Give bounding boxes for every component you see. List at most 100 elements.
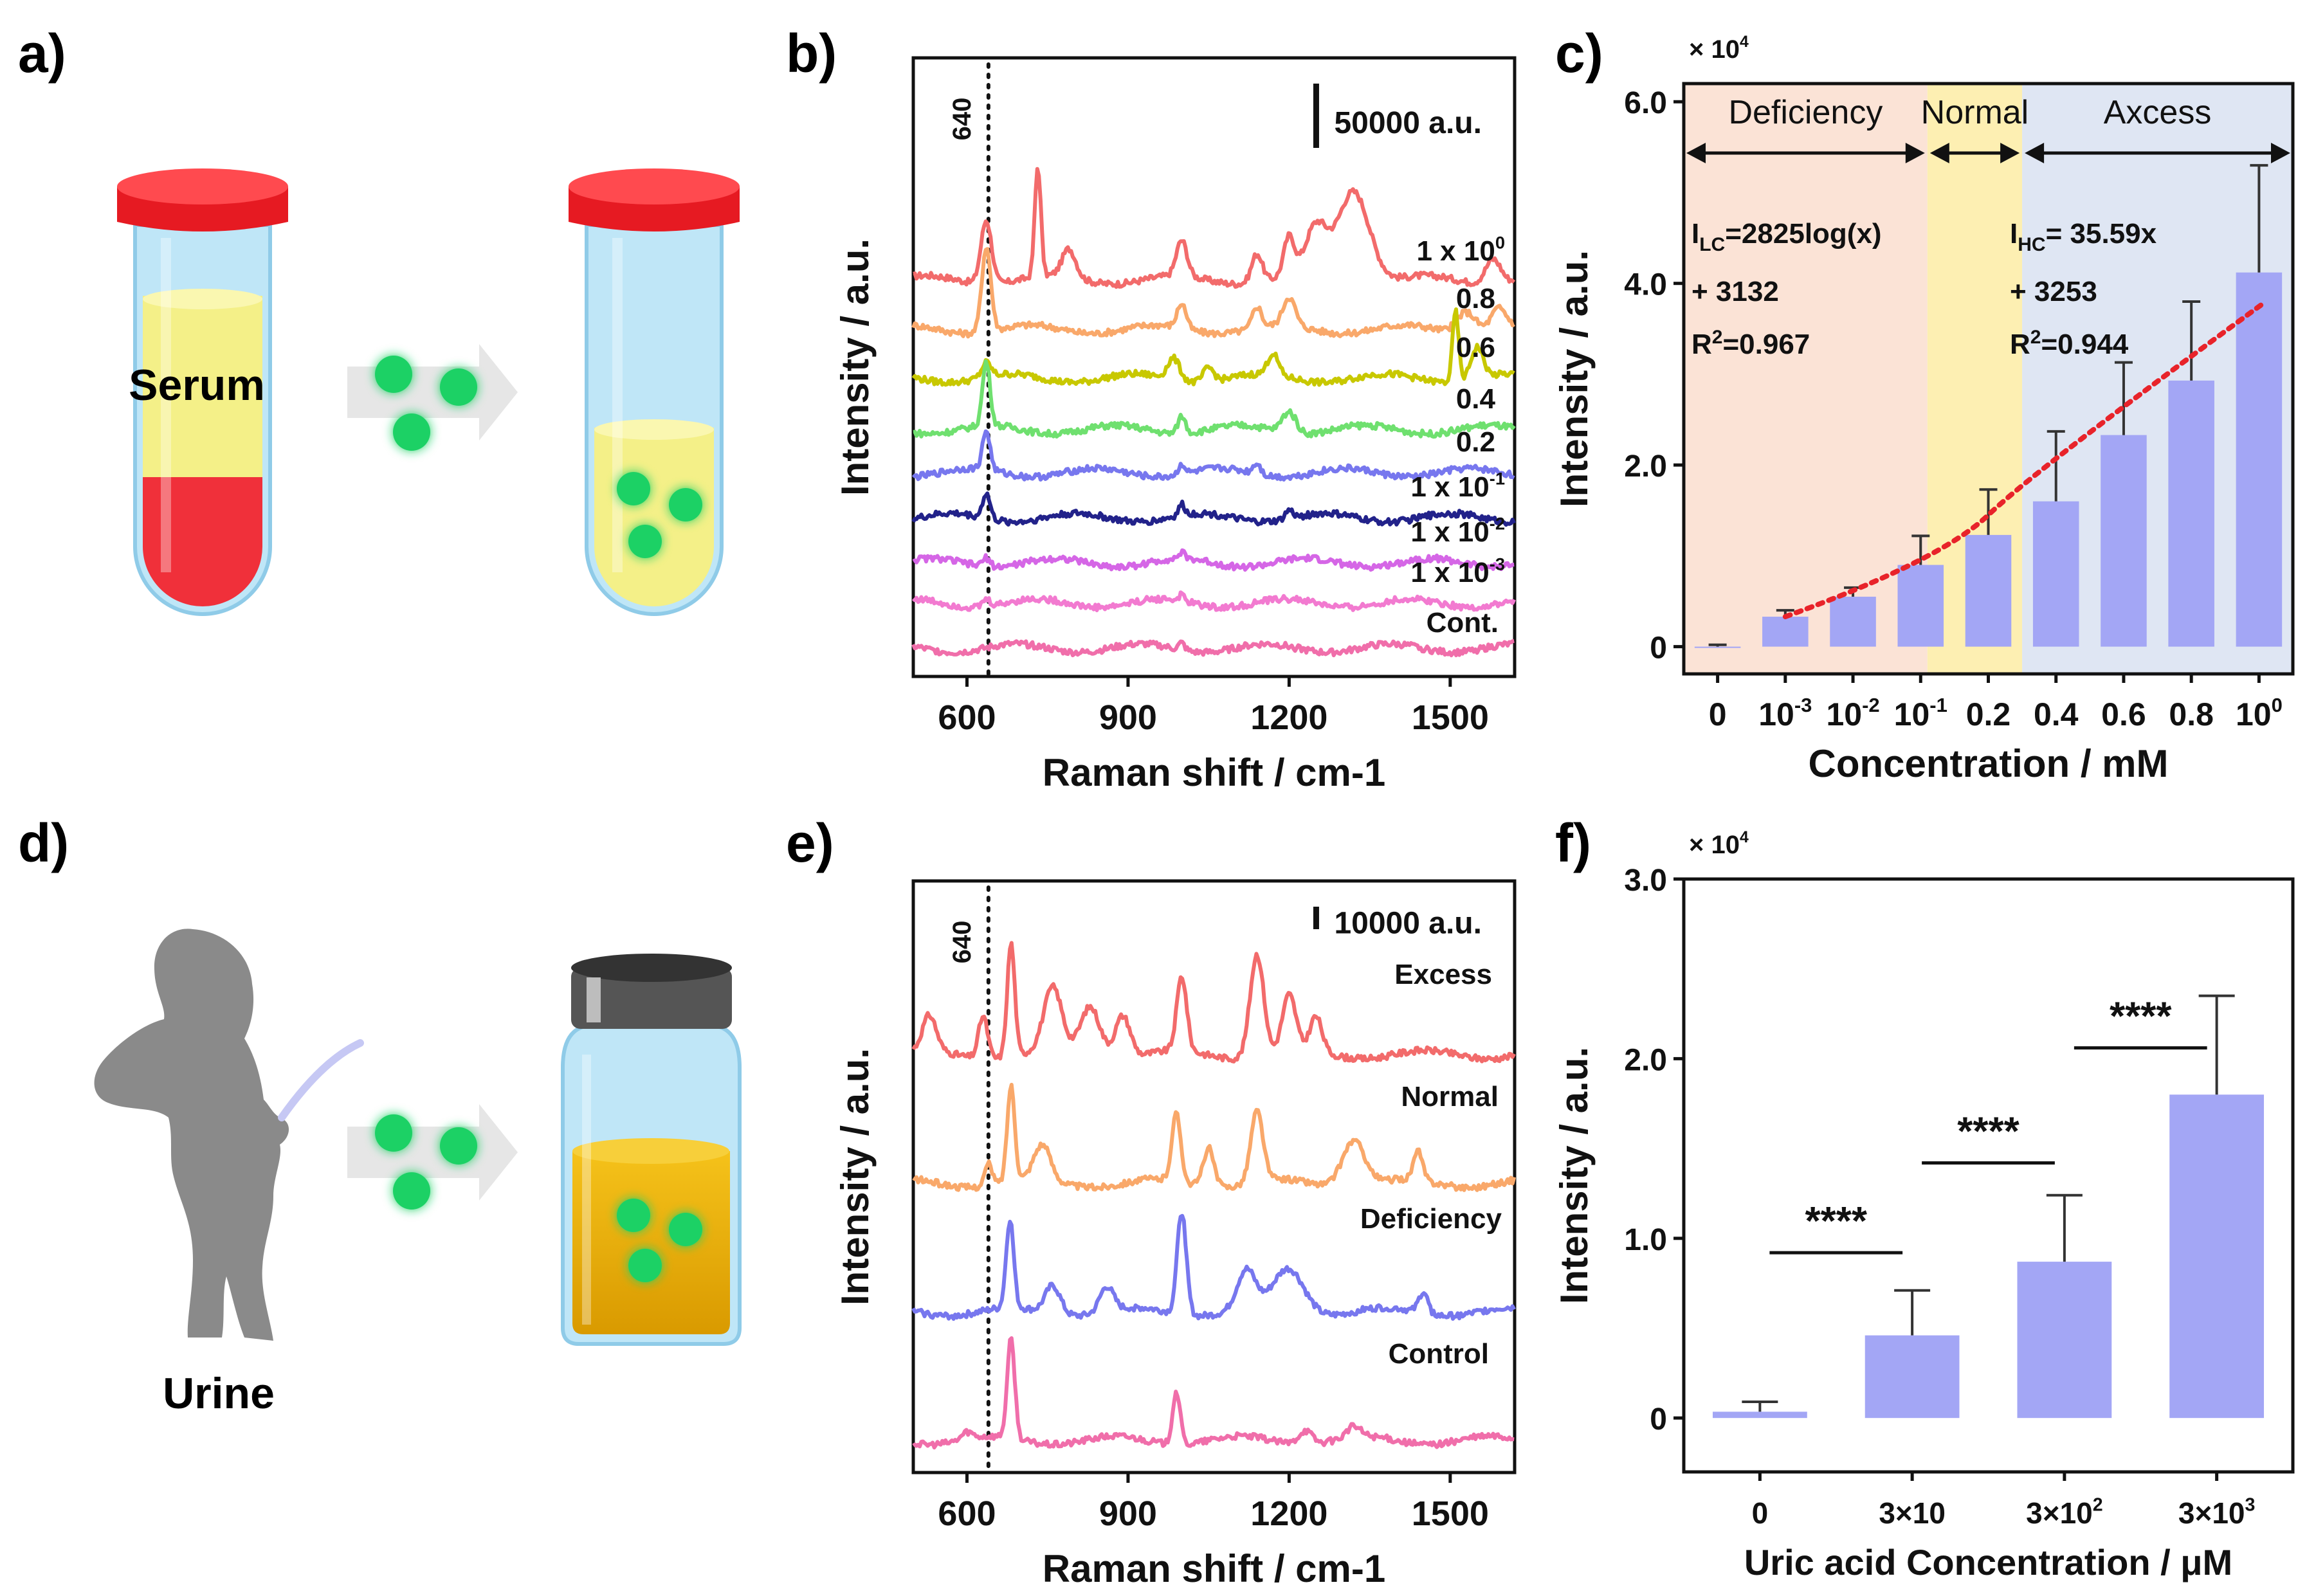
x-tick-label-base: 3×10 bbox=[2026, 1496, 2093, 1530]
r-sq-exp: 2 bbox=[2030, 327, 2041, 348]
region-label: Deficiency bbox=[1728, 94, 1883, 131]
urine-stream bbox=[278, 1039, 364, 1121]
cap-highlight bbox=[587, 977, 601, 1022]
y-axis-label: Intensity / a.u. bbox=[1553, 1047, 1596, 1304]
bar bbox=[2236, 272, 2283, 647]
series-label: 1 x 100 bbox=[1416, 233, 1505, 267]
series-label-base: 1 x 10 bbox=[1410, 557, 1489, 588]
arrow-shape bbox=[347, 344, 518, 440]
tube-highlight bbox=[161, 238, 171, 572]
series-label-base: Excess bbox=[1394, 959, 1492, 990]
y-multiplier-base: × 10 bbox=[1689, 831, 1740, 859]
bar bbox=[2169, 1094, 2265, 1419]
bar bbox=[2101, 435, 2147, 647]
bead bbox=[375, 356, 412, 393]
red-cap-top bbox=[117, 168, 288, 204]
series-label-base: 1 x 10 bbox=[1410, 471, 1489, 503]
serum-layer bbox=[594, 428, 714, 606]
urine-liquid bbox=[572, 1151, 730, 1334]
series-label: 1 x 10-2 bbox=[1410, 514, 1505, 548]
panel-b-letter: b) bbox=[786, 23, 837, 84]
y-tick-label: 1.0 bbox=[1624, 1223, 1667, 1257]
x-tick-label: 900 bbox=[1099, 1494, 1157, 1533]
x-tick-label-base: 10 bbox=[1826, 696, 1862, 732]
bar bbox=[1830, 596, 1876, 647]
significance-label: **** bbox=[2110, 995, 2172, 1039]
spectrum-line bbox=[911, 491, 1516, 527]
urine-label: Urine bbox=[163, 1369, 275, 1418]
bar bbox=[1965, 534, 2012, 647]
panel-e-letter: e) bbox=[786, 813, 834, 873]
eq-rhs: = 35.59x bbox=[2046, 218, 2157, 249]
x-tick-label-base: 0.2 bbox=[1966, 696, 2011, 732]
series-label: Control bbox=[1389, 1338, 1489, 1370]
r-sq-r: R bbox=[2010, 329, 2030, 360]
spectrum-line bbox=[911, 307, 1515, 387]
series-label-exp: -3 bbox=[1490, 554, 1505, 574]
x-tick-label: 0.2 bbox=[1966, 696, 2011, 732]
spectrum-line bbox=[912, 548, 1515, 572]
y-tick-label: 2.0 bbox=[1624, 1043, 1667, 1077]
series-label-base: 0.8 bbox=[1456, 283, 1495, 314]
y-multiplier: × 104 bbox=[1689, 33, 1749, 64]
series-label: 0.2 bbox=[1456, 426, 1495, 458]
x-tick-label: 0.8 bbox=[2169, 696, 2214, 732]
series-label-exp: -1 bbox=[1490, 469, 1505, 489]
x-tick-label: 600 bbox=[938, 698, 996, 737]
x-tick-label-base: 10 bbox=[1758, 696, 1794, 732]
spectrum-line bbox=[912, 1336, 1515, 1450]
series-label: 0.4 bbox=[1456, 383, 1496, 415]
serum-layer bbox=[143, 296, 262, 477]
x-tick-label: 0 bbox=[1709, 696, 1727, 732]
x-axis-label: Uric acid Concentration / μM bbox=[1744, 1542, 2232, 1582]
x-tick-label: 3×102 bbox=[2026, 1495, 2102, 1530]
x-tick-label-exp: -3 bbox=[1794, 694, 1812, 716]
y-axis-label: Intensity / a.u. bbox=[1553, 250, 1596, 507]
fit-equation-line2: + 3253 bbox=[2010, 276, 2097, 307]
x-tick-label: 3×10 bbox=[1879, 1496, 1946, 1530]
bar bbox=[1712, 1411, 1807, 1419]
y-multiplier-exp: 4 bbox=[1740, 33, 1749, 51]
bar bbox=[2032, 501, 2079, 647]
region-deficiency-bg bbox=[1684, 84, 1928, 674]
x-axis-label: Raman shift / cm-1 bbox=[1043, 1547, 1385, 1590]
serum-tube-illustration: Serum bbox=[117, 168, 740, 616]
bead bbox=[617, 1199, 650, 1232]
x-tick-label-exp: -1 bbox=[1929, 694, 1947, 716]
series-label-exp: 0 bbox=[1495, 233, 1505, 253]
vial-highlight bbox=[582, 1055, 591, 1325]
x-tick-label-base: 0.6 bbox=[2101, 696, 2146, 732]
urine-illustration: Urine bbox=[94, 929, 742, 1418]
spectrum-line bbox=[913, 359, 1516, 439]
region-arrow-head-right bbox=[1905, 143, 1925, 163]
x-tick-label: 100 bbox=[2236, 694, 2283, 732]
series-label-base: 0.2 bbox=[1456, 426, 1495, 458]
bar bbox=[1897, 565, 1944, 647]
bead bbox=[375, 1114, 412, 1152]
x-tick-label-exp: -2 bbox=[1862, 694, 1880, 716]
region-arrow-head-right bbox=[2000, 143, 2020, 163]
bar bbox=[1762, 617, 1809, 647]
plot-frame bbox=[911, 879, 1517, 1474]
panel-c-letter: c) bbox=[1555, 23, 1603, 84]
fit-r-squared: R2=0.967 bbox=[1691, 327, 1810, 360]
urine-vial bbox=[561, 954, 742, 1346]
x-tick-label-base: 3×10 bbox=[2178, 1496, 2245, 1530]
significance-label: **** bbox=[1957, 1109, 2020, 1154]
x-tick-label: 1200 bbox=[1250, 1494, 1327, 1533]
x-axis-label: Concentration / mM bbox=[1808, 742, 2168, 785]
y-multiplier: × 104 bbox=[1689, 829, 1749, 859]
arrow-shape bbox=[347, 1104, 518, 1201]
x-tick-label: 10-2 bbox=[1826, 694, 1879, 732]
fit-equation-line2: + 3132 bbox=[1691, 276, 1779, 307]
bead bbox=[628, 1249, 662, 1282]
spectrum-line bbox=[911, 639, 1515, 658]
bar bbox=[2017, 1262, 2112, 1419]
panel-f-letter: f) bbox=[1555, 813, 1591, 873]
bar bbox=[1865, 1335, 1960, 1419]
serum-surface bbox=[594, 419, 714, 440]
eq-i: I bbox=[2010, 218, 2018, 249]
serum-surface bbox=[143, 289, 262, 309]
y-tick-label: 3.0 bbox=[1624, 864, 1667, 898]
